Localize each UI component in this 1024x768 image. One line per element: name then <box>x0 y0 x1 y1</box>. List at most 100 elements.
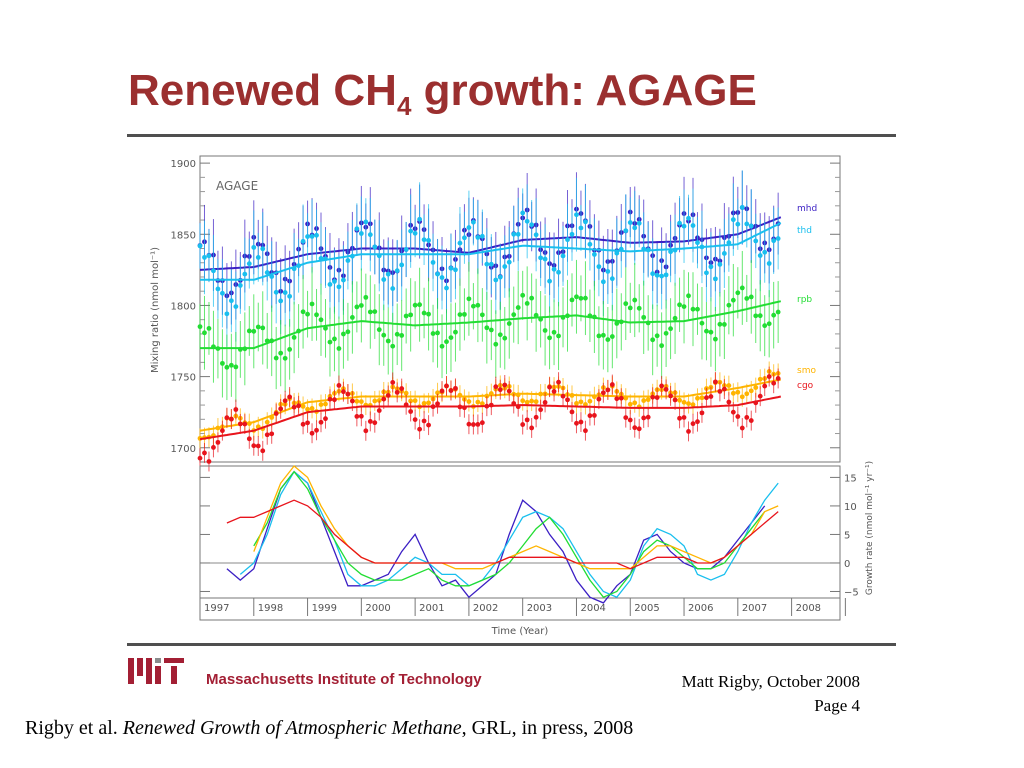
data-point-rpb <box>547 335 552 341</box>
citation: Rigby et al. Renewed Growth of Atmospher… <box>25 717 633 740</box>
data-point-cgo <box>309 430 315 436</box>
data-point-smo <box>748 388 754 394</box>
data-point-cgo <box>587 413 593 419</box>
data-point-cgo <box>314 427 319 433</box>
data-point-cgo <box>264 432 270 438</box>
data-point-rpb <box>775 309 781 315</box>
data-point-thd <box>556 269 561 275</box>
data-point-rpb <box>291 335 297 340</box>
data-point-rpb <box>327 339 333 345</box>
data-point-thd <box>730 217 736 223</box>
data-point-rpb <box>596 333 602 339</box>
data-point-smo <box>699 395 705 401</box>
data-point-rpb <box>771 312 777 318</box>
data-point-thd <box>430 260 436 265</box>
data-point-thd <box>609 276 615 282</box>
slide-title: Renewed CH4 growth: AGAGE <box>128 66 757 121</box>
data-point-thd <box>583 219 588 225</box>
citation-title: Renewed Growth of Atmospheric Methane <box>122 717 462 739</box>
data-point-thd <box>282 290 288 295</box>
data-point-thd <box>466 225 472 230</box>
data-point-cgo <box>421 418 427 424</box>
data-point-rpb <box>385 338 391 344</box>
data-point-rpb <box>470 303 476 309</box>
data-point-thd <box>305 234 310 239</box>
data-point-thd <box>215 286 221 292</box>
data-point-rpb <box>318 317 324 323</box>
data-point-rpb <box>721 322 727 327</box>
data-point-cgo <box>699 410 705 416</box>
data-point-cgo <box>645 414 651 420</box>
data-point-cgo <box>654 395 660 400</box>
data-point-rpb <box>358 303 364 308</box>
y-tick-label: 10 <box>844 502 857 513</box>
data-point-rpb <box>278 350 284 356</box>
data-point-thd <box>202 254 207 260</box>
data-point-rpb <box>600 332 606 338</box>
data-point-cgo <box>367 419 373 424</box>
x-tick-label: 2008 <box>796 603 821 614</box>
data-point-cgo <box>363 428 369 434</box>
data-point-thd <box>462 235 467 241</box>
data-point-thd <box>354 226 360 232</box>
data-point-smo <box>372 398 378 404</box>
data-point-thd <box>663 272 669 278</box>
x-tick-label: 2005 <box>634 603 659 614</box>
growth-rate-panel: 15 10 5 0 −5 Growth rate (nmol mol⁻¹ yr⁻¹) 199… <box>199 461 875 637</box>
data-point-cgo <box>556 379 561 385</box>
data-point-cgo <box>726 399 732 405</box>
data-point-rpb <box>457 312 463 318</box>
data-point-thd <box>677 220 682 226</box>
y-tick-label: 0 <box>844 559 850 570</box>
data-point-thd <box>497 274 503 280</box>
data-point-cgo <box>444 383 449 389</box>
data-point-thd <box>717 262 723 267</box>
data-point-cgo <box>663 387 669 392</box>
x-tick-label: 1999 <box>312 603 337 614</box>
data-point-cgo <box>479 420 485 426</box>
data-point-cgo <box>251 443 257 449</box>
x-tick-label: 2007 <box>742 603 767 614</box>
slide-title-rest: growth: AGAGE <box>411 66 757 115</box>
data-point-thd <box>511 231 517 237</box>
data-point-rpb <box>381 332 387 338</box>
data-point-thd <box>367 232 373 238</box>
data-point-rpb <box>690 306 696 312</box>
data-point-rpb <box>260 325 266 331</box>
data-point-cgo <box>291 404 297 410</box>
data-point-cgo <box>739 425 745 431</box>
data-point-cgo <box>551 389 557 394</box>
data-point-smo <box>730 390 736 396</box>
data-point-rpb <box>695 306 700 312</box>
data-point-cgo <box>560 393 566 399</box>
data-point-cgo <box>583 428 588 434</box>
data-point-cgo <box>591 413 597 418</box>
data-point-rpb <box>520 292 526 298</box>
data-point-rpb <box>524 300 530 306</box>
data-point-thd <box>659 273 665 279</box>
data-point-rpb <box>551 329 557 335</box>
data-point-smo <box>677 397 682 403</box>
data-point-cgo <box>332 397 337 403</box>
data-point-smo <box>627 401 633 407</box>
growth-line-cgo <box>226 499 779 570</box>
growth-line-mhd <box>226 470 766 604</box>
data-point-cgo <box>358 413 364 419</box>
data-point-rpb <box>502 335 508 341</box>
data-point-cgo <box>497 387 503 393</box>
data-point-cgo <box>341 389 346 395</box>
x-tick-label: 2002 <box>473 603 498 614</box>
data-point-rpb <box>282 355 288 361</box>
mit-logo-icon <box>128 658 184 684</box>
data-point-thd <box>435 271 440 277</box>
trend-line-rpb <box>200 300 782 350</box>
growth-line-thd <box>239 470 779 598</box>
data-point-rpb <box>488 327 494 333</box>
data-point-cgo <box>336 383 342 388</box>
data-point-thd <box>399 262 405 268</box>
data-point-cgo <box>506 388 512 394</box>
data-point-cgo <box>717 388 723 394</box>
data-point-thd <box>721 250 727 256</box>
data-point-cgo <box>426 422 431 428</box>
data-point-rpb <box>336 346 342 351</box>
